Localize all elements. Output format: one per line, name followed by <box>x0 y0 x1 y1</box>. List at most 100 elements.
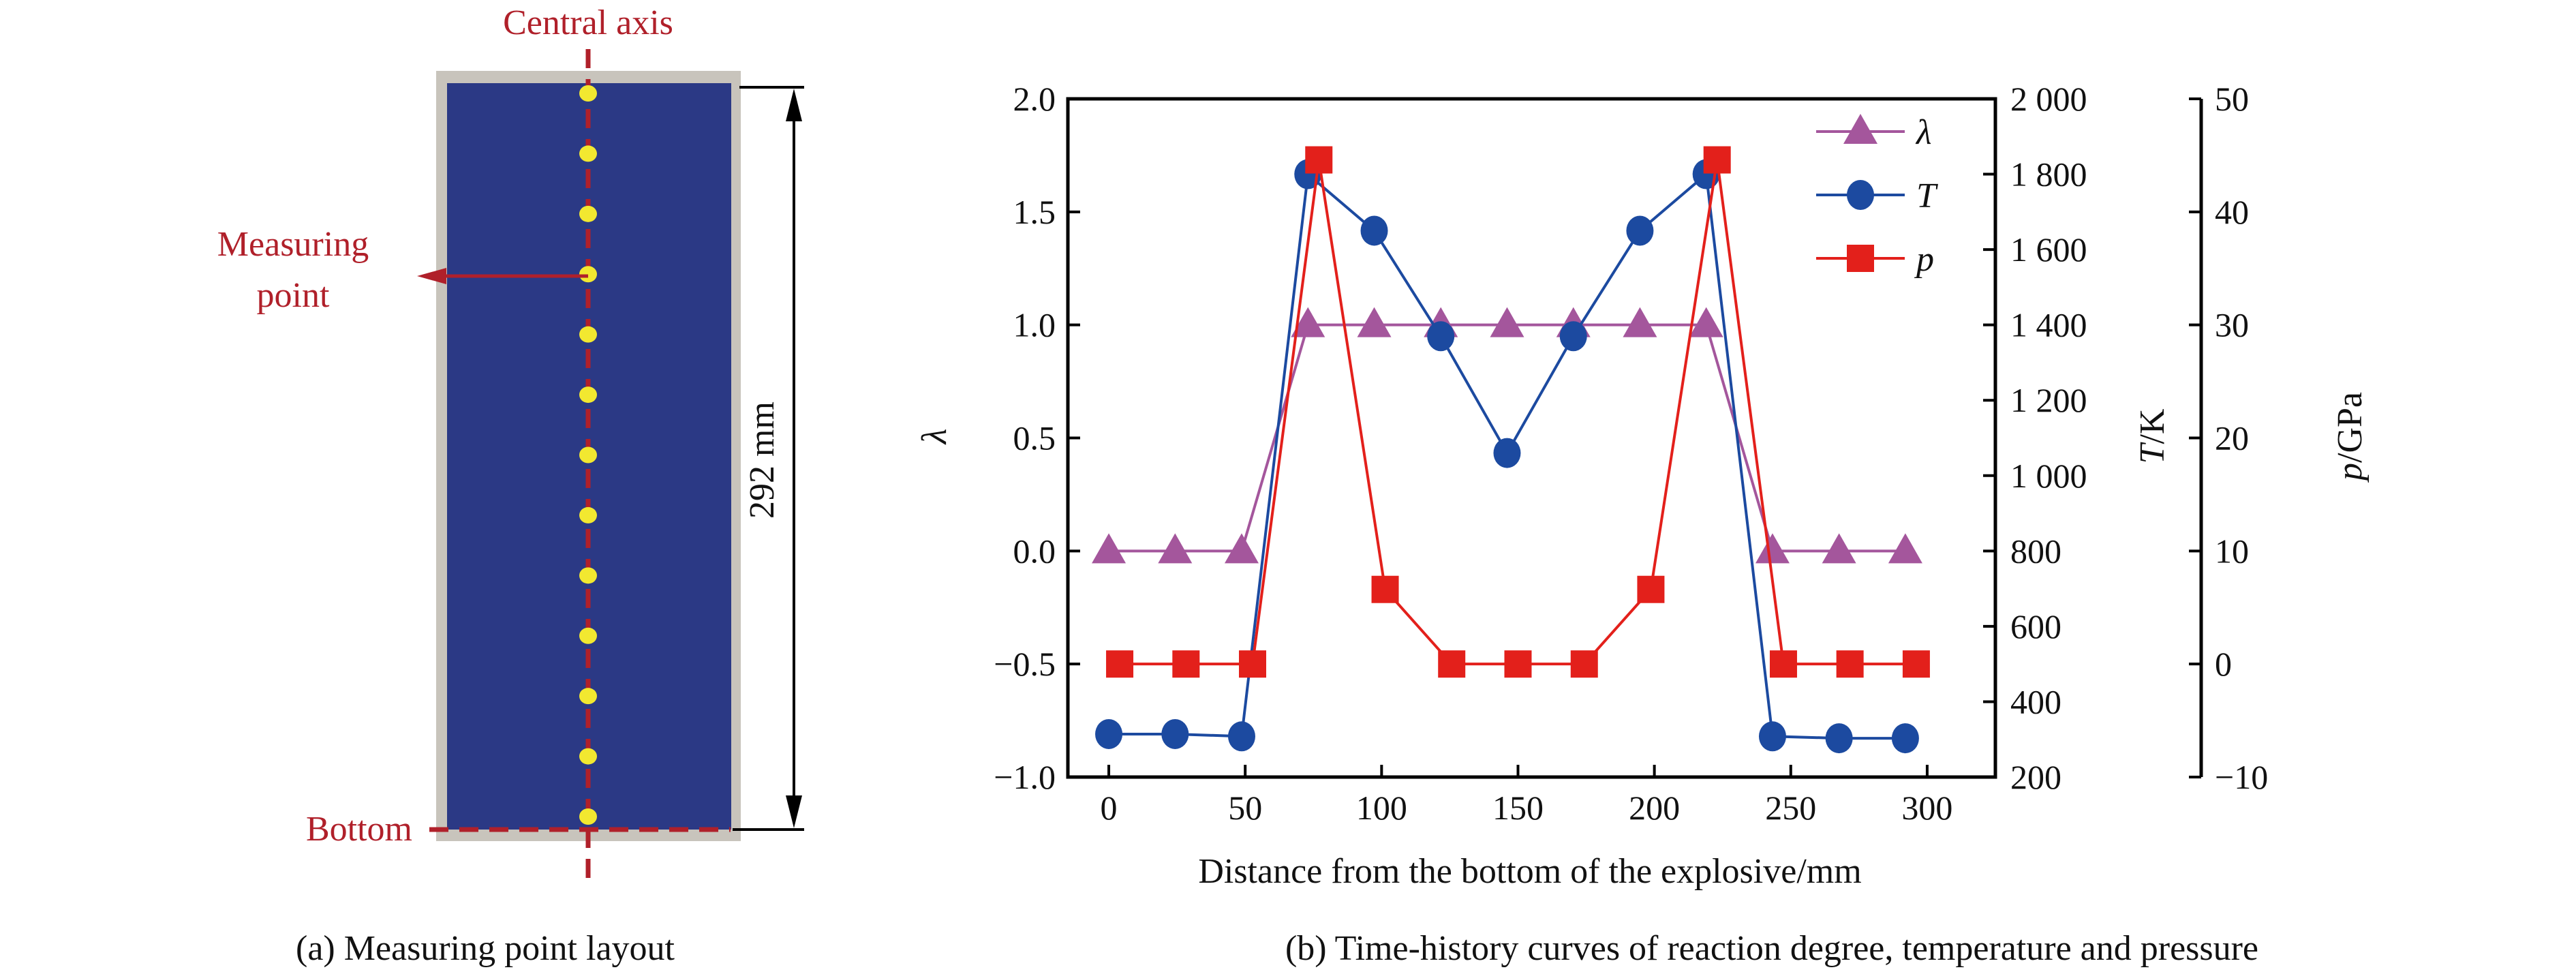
y-right2-label: p/GPa <box>2331 392 2370 483</box>
y-right1-tick-label: 1 200 <box>2010 381 2087 419</box>
measuring-point <box>579 386 597 404</box>
measuring-point <box>579 808 597 825</box>
data-point <box>1769 650 1797 678</box>
y-left-tick-label: −0.5 <box>994 645 1056 683</box>
y-right2-tick-label: 20 <box>2215 419 2249 457</box>
data-point <box>1106 650 1134 678</box>
y-right2-tick-label: 0 <box>2215 645 2232 683</box>
x-tick-label: 300 <box>1901 789 1952 827</box>
p-symbol: p <box>2331 463 2370 483</box>
data-point <box>1836 650 1864 678</box>
series-line <box>1109 323 1905 553</box>
x-tick-label: 200 <box>1629 789 1680 827</box>
data-point <box>1305 146 1333 174</box>
t-symbol: T <box>2133 442 2172 464</box>
caption-b: (b) Time-history curves of reaction degr… <box>1285 929 2258 968</box>
central-axis-label: Central axis <box>503 3 673 42</box>
data-point <box>1758 721 1786 752</box>
data-point <box>1360 215 1388 246</box>
measuring-point-label-2: point <box>257 276 330 315</box>
y-left-label: λ <box>915 429 954 446</box>
caption-a: (a) Measuring point layout <box>296 929 675 968</box>
data-point <box>1357 307 1392 337</box>
y-right1-tick-label: 1 600 <box>2010 230 2087 269</box>
y-right2-tick-label: 10 <box>2215 532 2249 570</box>
data-point <box>1438 650 1466 678</box>
data-point <box>1637 575 1665 603</box>
y-left-tick-label: 1.5 <box>1013 193 1056 231</box>
y-right1-tick-label: 800 <box>2010 532 2061 570</box>
legend-label: T <box>1916 177 1938 215</box>
data-point <box>1689 307 1723 337</box>
data-point <box>1825 723 1853 754</box>
dimension-arrow-down-icon <box>786 795 802 828</box>
measuring-point <box>579 446 597 464</box>
measuring-point <box>579 688 597 705</box>
y-right2-tick-label: 50 <box>2215 80 2249 118</box>
x-tick-label: 150 <box>1492 789 1544 827</box>
x-axis-label: Distance from the bottom of the explosiv… <box>1198 852 1861 891</box>
x-tick-label: 250 <box>1765 789 1816 827</box>
data-point <box>1224 533 1259 564</box>
data-point <box>1888 533 1922 564</box>
dimension-label: 292 mm <box>743 401 782 519</box>
legend-marker-circle-icon <box>1847 180 1874 210</box>
measuring-point <box>579 627 597 644</box>
measuring-point <box>579 266 597 283</box>
measuring-point <box>579 567 597 584</box>
y-right1-tick-label: 1 000 <box>2010 457 2087 495</box>
data-point <box>1703 146 1731 174</box>
legend-marker-triangle-icon <box>1843 114 1877 144</box>
legend-marker-square-icon <box>1847 245 1874 272</box>
y-right1-tick-label: 600 <box>2010 607 2061 646</box>
y-right1-tick-label: 2 000 <box>2010 80 2087 118</box>
legend: λTp <box>1816 113 1938 279</box>
x-tick-label: 100 <box>1356 789 1407 827</box>
y-right2-tick-label: 30 <box>2215 306 2249 344</box>
series-triangle <box>1092 307 1922 564</box>
y-left-tick-label: −1.0 <box>994 758 1056 796</box>
bottom-label: Bottom <box>306 810 412 849</box>
x-tick-label: 50 <box>1228 789 1262 827</box>
data-point <box>1095 718 1123 749</box>
y-right1-tick-label: 200 <box>2010 758 2061 796</box>
measuring-point <box>579 326 597 343</box>
data-point <box>1092 533 1126 564</box>
data-point <box>1490 307 1524 337</box>
data-point <box>1891 723 1919 754</box>
data-point <box>1822 533 1856 564</box>
measuring-points <box>579 85 597 825</box>
arrow-head-icon <box>417 268 446 284</box>
legend-label: λ <box>1915 113 1932 152</box>
data-point <box>1158 533 1193 564</box>
measuring-point <box>579 85 597 102</box>
panel-b: 0 50 100 150 200 250 300−1.0−0.50.00.51.01.52.… <box>915 80 2370 968</box>
measuring-point <box>579 506 597 523</box>
y-right1-tick-label: 1 800 <box>2010 155 2087 194</box>
legend-label: p <box>1914 240 1934 279</box>
data-point <box>1755 533 1790 564</box>
axis-ticks: 0 50 100 150 200 250 300−1.0−0.50.00.51.01.52.… <box>994 80 2268 827</box>
t-unit: /K <box>2133 408 2172 444</box>
x-tick-label: 0 <box>1101 789 1118 827</box>
measuring-point-label: Measuring <box>217 225 369 264</box>
y-left-tick-label: 2.0 <box>1013 80 1056 118</box>
data-point <box>1161 718 1189 749</box>
y-right2-tick-label: −10 <box>2215 758 2268 796</box>
y-right1-tick-label: 1 400 <box>2010 306 2087 344</box>
data-point <box>1427 321 1455 352</box>
dimension-arrow-up-icon <box>786 89 802 121</box>
data-point <box>1559 321 1587 352</box>
data-point <box>1291 307 1325 337</box>
measuring-point <box>579 145 597 162</box>
y-left-tick-label: 1.0 <box>1013 306 1056 344</box>
y-left-tick-label: 0.5 <box>1013 419 1056 457</box>
data-point <box>1238 650 1266 678</box>
measuring-point <box>579 748 597 765</box>
p-unit: /GPa <box>2331 392 2370 463</box>
data-point <box>1227 721 1255 752</box>
panel-a: Central axis Measuring point Bottom 292 … <box>217 3 804 968</box>
y-right2-tick-label: 40 <box>2215 193 2249 231</box>
data-point <box>1504 650 1532 678</box>
